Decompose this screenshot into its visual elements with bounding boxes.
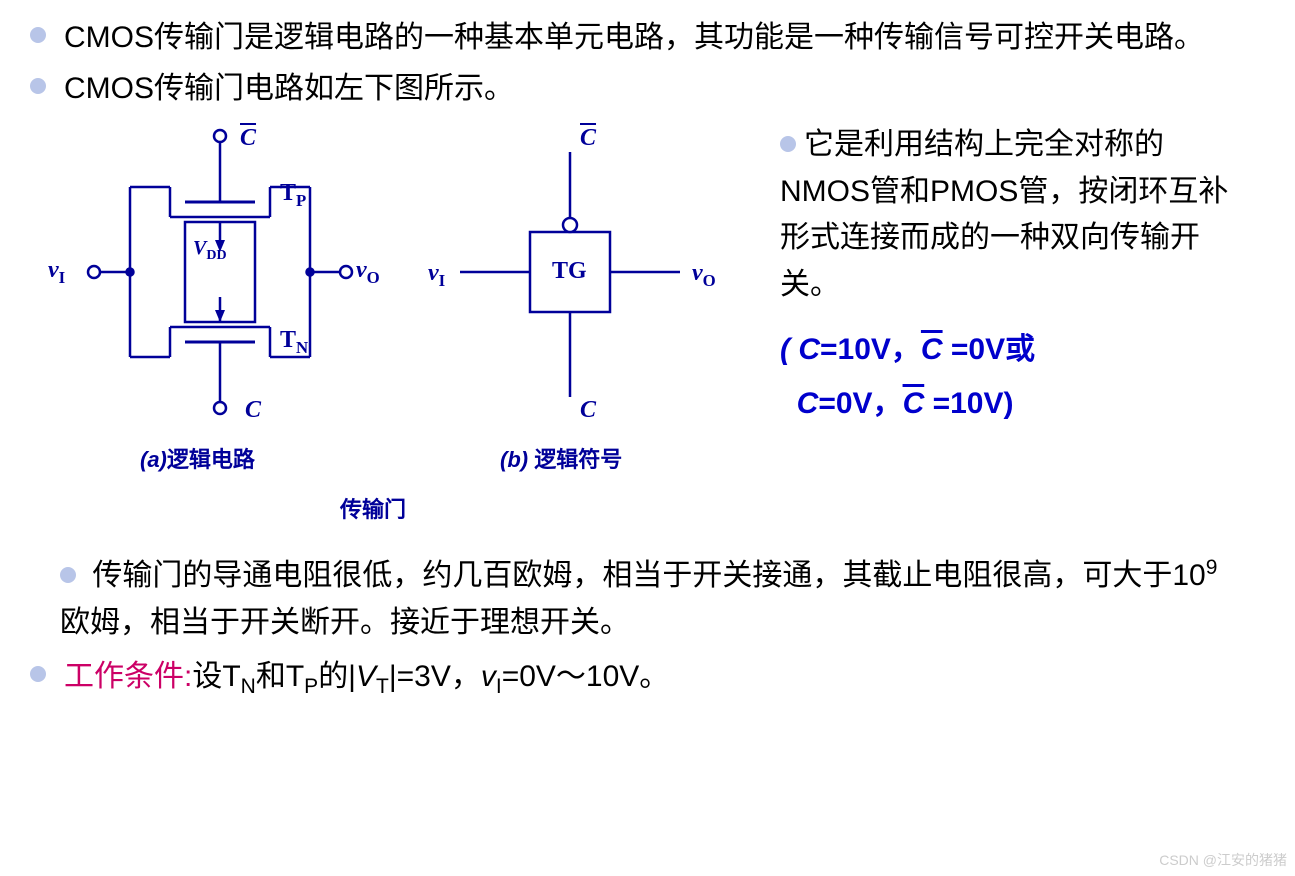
bullet-row-5: 工作条件:设TN和TP的|VT|=3V，vI=0V～10V。 [30, 654, 1245, 704]
label-tg: TG [552, 258, 587, 285]
paragraph-1: CMOS传输门是逻辑电路的一种基本单元电路，其功能是一种传输信号可控开关电路。 [64, 15, 1204, 62]
bullet-icon [780, 136, 796, 152]
paragraph-2: CMOS传输门电路如左下图所示。 [64, 66, 514, 113]
paragraph-5: 工作条件:设TN和TP的|VT|=3V，vI=0V～10V。 [64, 654, 669, 704]
label-cbar-a: C [240, 125, 256, 152]
middle-section: C C TP TN VDD vI vO [30, 122, 1245, 542]
right-column: 它是利用结构上完全对称的NMOS管和PMOS管，按闭环互补形式连接而成的一种双向… [760, 122, 1245, 542]
bullet-row-1: CMOS传输门是逻辑电路的一种基本单元电路，其功能是一种传输信号可控开关电路。 [30, 15, 1245, 62]
label-c-b: C [580, 397, 596, 424]
bullet-row-2: CMOS传输门电路如左下图所示。 [30, 66, 1245, 113]
label-vo-a: vO [356, 257, 380, 288]
bullet-icon [30, 78, 46, 94]
label-tp: TP [280, 180, 306, 211]
label-vi-b: vI [428, 260, 445, 291]
label-vi-a: vI [48, 257, 65, 288]
caption-a: (a)逻辑电路 [140, 442, 255, 474]
paragraph-3: 它是利用结构上完全对称的NMOS管和PMOS管，按闭环互补形式连接而成的一种双向… [780, 122, 1245, 308]
caption-main: 传输门 [340, 492, 406, 524]
label-tn: TN [280, 327, 308, 358]
watermark: CSDN @江安的猪猪 [1159, 850, 1287, 870]
diagrams-container: C C TP TN VDD vI vO [30, 122, 760, 542]
bullet-icon [30, 27, 46, 43]
bullet-icon [30, 666, 46, 682]
label-vo-b: vO [692, 260, 716, 291]
condition-text: ( C=10V，C =0V或 C=0V，C =10V) [780, 323, 1245, 431]
label-cbar-b: C [580, 125, 596, 152]
paragraph-4: 传输门的导通电阻很低，约几百欧姆，相当于开关接通，其截止电阻很高，可大于109欧… [60, 552, 1245, 646]
caption-b: (b) 逻辑符号 [500, 442, 622, 474]
circuit-diagram-a [70, 122, 380, 442]
label-c-a: C [245, 397, 261, 424]
label-vdd: VDD [193, 237, 227, 264]
bullet-icon [60, 567, 76, 583]
